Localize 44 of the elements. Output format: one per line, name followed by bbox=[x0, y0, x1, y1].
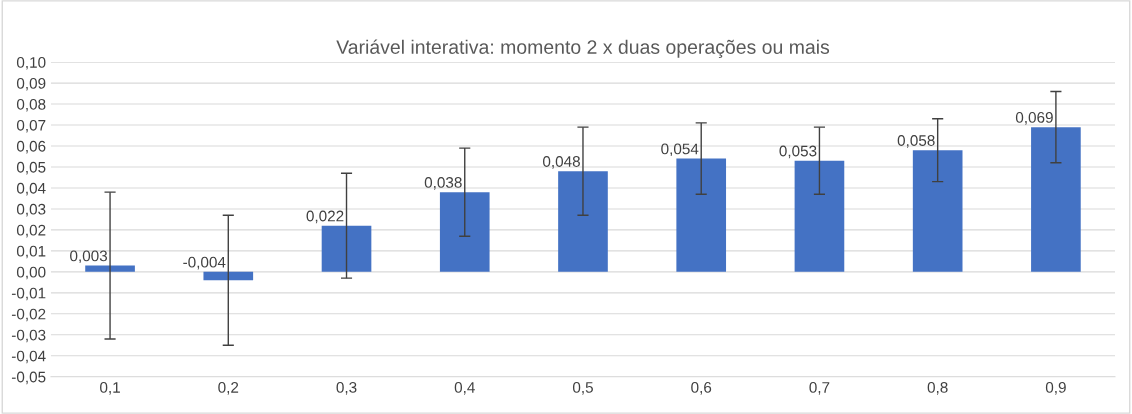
x-tick-label: 0,3 bbox=[336, 382, 357, 395]
chart-title: Variável interativa: momento 2 x duas operações ou mais bbox=[336, 39, 830, 58]
bar bbox=[912, 150, 963, 272]
y-tick-label: 0,09 bbox=[16, 77, 46, 91]
x-tick-label: 0,8 bbox=[927, 382, 948, 395]
y-tick-label: 0,08 bbox=[16, 98, 46, 112]
bar bbox=[439, 192, 490, 272]
y-tick-label: 0,01 bbox=[16, 245, 46, 259]
y-tick-label: 0,06 bbox=[16, 140, 46, 154]
data-label: 0,038 bbox=[424, 177, 462, 190]
data-label: 0,022 bbox=[306, 210, 344, 224]
y-tick-label: -0,05 bbox=[11, 371, 46, 385]
bar bbox=[1031, 127, 1081, 272]
data-label: 0,053 bbox=[779, 145, 817, 159]
y-tick-label: 0,04 bbox=[16, 182, 46, 196]
bar bbox=[794, 160, 845, 272]
y-tick-label: 0,07 bbox=[16, 119, 46, 133]
data-label: 0,003 bbox=[70, 250, 108, 264]
bar bbox=[203, 271, 254, 281]
y-tick-label: 0,00 bbox=[16, 266, 46, 280]
y-tick-label: 0,10 bbox=[16, 56, 46, 70]
data-label: 0,054 bbox=[661, 143, 699, 157]
bar bbox=[676, 158, 727, 272]
y-tick-label: -0,03 bbox=[11, 329, 46, 343]
x-tick-label: 0,9 bbox=[1045, 382, 1066, 395]
bar bbox=[85, 265, 135, 272]
y-tick-label: 0,02 bbox=[16, 224, 46, 238]
y-tick-label: 0,05 bbox=[16, 161, 46, 175]
y-tick-label: -0,02 bbox=[11, 308, 46, 322]
data-label: 0,069 bbox=[1015, 112, 1053, 125]
bar bbox=[321, 225, 372, 272]
y-tick-label: -0,01 bbox=[11, 287, 46, 301]
bar bbox=[558, 171, 608, 272]
data-label: -0,004 bbox=[183, 256, 226, 270]
x-tick-label: 0,7 bbox=[809, 382, 830, 395]
y-tick-label: 0,03 bbox=[16, 203, 46, 217]
y-tick-label: -0,04 bbox=[11, 350, 46, 364]
data-label: 0,048 bbox=[542, 156, 580, 169]
data-label: 0,058 bbox=[897, 135, 935, 148]
x-tick-label: 0,1 bbox=[100, 382, 120, 395]
x-tick-label: 0,6 bbox=[691, 382, 712, 395]
x-tick-label: 0,5 bbox=[572, 382, 593, 395]
x-tick-label: 0,4 bbox=[454, 382, 475, 395]
x-tick-label: 0,2 bbox=[218, 382, 239, 395]
